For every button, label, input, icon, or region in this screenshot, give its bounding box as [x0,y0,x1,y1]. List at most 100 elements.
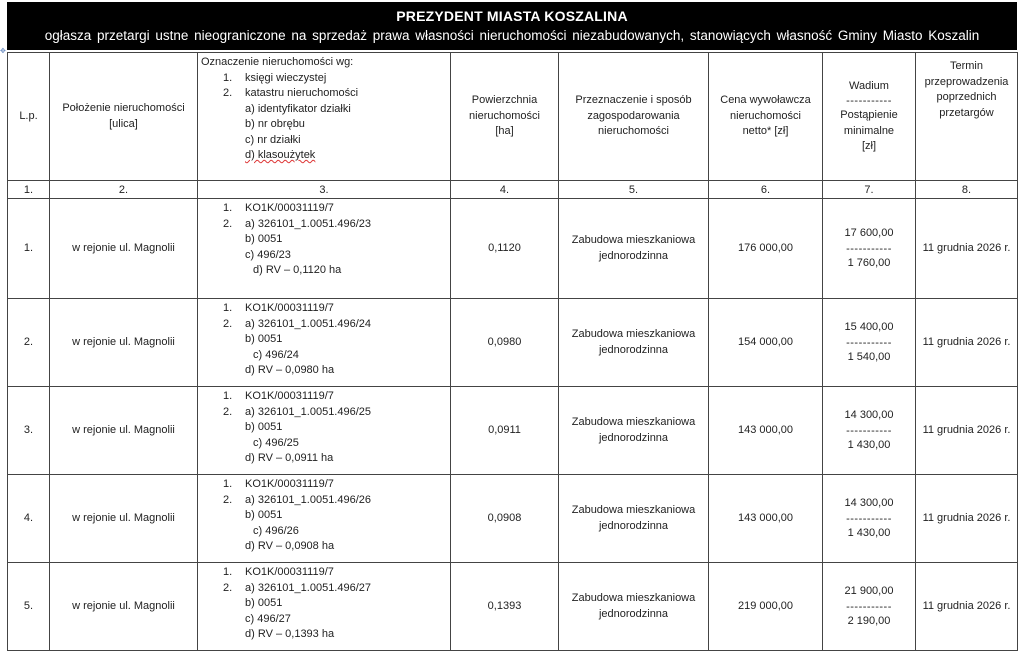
list-number: 1. [223,302,233,314]
column-number: 7. [822,180,916,199]
separator: ----------- [846,424,892,437]
header-text: Położenie nieruchomości [62,102,185,114]
cell-area: 0,1120 [450,198,559,299]
header-text: minimalne [843,124,895,137]
purpose-text: Zabudowa mieszkaniowa [571,234,696,246]
land-register-number: KO1K/00031119/7 [245,390,334,402]
table-move-handle-icon[interactable]: ✥ [0,48,6,55]
cell-term: 11 grudnia 2026 r. [915,198,1018,299]
column-number: 5. [558,180,709,199]
header-text: poprzednich [936,91,997,103]
parcel-id: a) 326101_1.0051.496/24 [245,317,372,330]
header-text: Wadium [849,79,889,92]
cell-purpose: Zabudowa mieszkaniowa jednorodzinna [558,386,709,475]
column-number: 1. [7,180,50,199]
purpose-text: Zabudowa mieszkaniowa [571,416,696,428]
announcement-banner: PREZYDENT MIASTA KOSZALINA ogłasza przet… [7,2,1017,50]
purpose-text: jednorodzinna [598,607,669,620]
header-text: nieruchomości [469,109,540,122]
cell-wadium: 14 300,00 ----------- 1 430,00 [822,386,916,475]
min-bid-value: 1 760,00 [847,256,891,269]
wadium-value: 17 600,00 [844,227,894,239]
parcel-number: c) 496/27 [245,612,291,625]
banner-title: PREZYDENT MIASTA KOSZALINA [396,8,628,24]
header-row: L.p. Położenie nieruchomości [ulica] Ozna… [7,52,1018,181]
precinct-number: b) 0051 [245,597,283,609]
cell-location: w rejonie ul. Magnolii [49,198,198,299]
header-text: katastru nieruchomości [245,87,359,99]
header-location: Położenie nieruchomości [ulica] [49,52,198,181]
cell-term: 11 grudnia 2026 r. [915,298,1018,387]
parcel-id: a) 326101_1.0051.496/23 [245,217,372,230]
list-number: 2. [223,493,233,506]
list-number: 2. [223,317,233,330]
cell-term: 11 grudnia 2026 r. [915,386,1018,475]
header-text: c) nr działki [245,133,301,146]
cell-area: 0,0911 [450,386,559,475]
cell-price: 219 000,00 [708,562,823,651]
land-register-number: KO1K/00031119/7 [245,302,334,314]
table-row: 3. w rejonie ul. Magnolii 1. KO1K/00031119/… [7,386,1018,475]
cell-location: w rejonie ul. Magnolii [49,562,198,651]
list-number: 1. [223,478,233,490]
header-text: zagospodarowania [587,109,680,122]
header-text: b) nr obrębu [245,118,305,130]
cell-designation: 1. KO1K/00031119/7 2. a) 326101_1.0051.496/… [197,298,451,387]
cell-purpose: Zabudowa mieszkaniowa jednorodzinna [558,198,709,299]
header-text: Termin [949,60,983,72]
cell-designation: 1. KO1K/00031119/7 2. a) 326101_1.0051.496/… [197,386,451,475]
cell-purpose: Zabudowa mieszkaniowa jednorodzinna [558,474,709,563]
wadium-value: 15 400,00 [844,321,894,333]
table-row: 1. w rejonie ul. Magnolii 1. KO1K/00031119/… [7,198,1018,299]
header-text: nieruchomości [730,109,801,122]
header-text: a) identyfikator działki [245,102,351,115]
cell-price: 143 000,00 [708,386,823,475]
cell-term: 11 grudnia 2026 r. [915,474,1018,563]
list-number: 1. [223,390,233,402]
separator: ----------- [846,512,892,525]
header-separator: ----------- [846,95,892,107]
cell-lp: 4. [7,474,50,563]
min-bid-value: 1 430,00 [847,526,891,539]
header-term: Termin przeprowadzenia poprzednich przetarg… [915,52,1018,181]
list-number: 1. [223,202,233,214]
auction-table: L.p. Położenie nieruchomości [ulica] Ozna… [7,52,1018,651]
cell-lp: 5. [7,562,50,651]
min-bid-value: 1 430,00 [847,438,891,451]
cell-designation: 1. KO1K/00031119/7 2. a) 326101_1.0051.496/… [197,474,451,563]
parcel-id: a) 326101_1.0051.496/25 [245,405,372,418]
land-use-class: d) RV – 0,0908 ha [245,540,335,552]
land-use-class: d) RV – 0,1393 ha [245,628,335,640]
wadium-value: 21 900,00 [844,585,894,597]
cell-location: w rejonie ul. Magnolii [49,298,198,387]
cell-area: 0,1393 [450,562,559,651]
cell-purpose: Zabudowa mieszkaniowa jednorodzinna [558,298,709,387]
purpose-text: jednorodzinna [598,431,669,444]
precinct-number: b) 0051 [245,421,283,433]
precinct-number: b) 0051 [245,233,283,245]
cell-lp: 1. [7,198,50,299]
purpose-text: Zabudowa mieszkaniowa [571,328,696,340]
min-bid-value: 1 540,00 [847,350,891,363]
header-text: księgi wieczystej [245,71,327,84]
header-text: Cena wywoławcza [720,94,811,107]
cell-lp: 2. [7,298,50,387]
cell-wadium: 15 400,00 ----------- 1 540,00 [822,298,916,387]
precinct-number: b) 0051 [245,509,283,521]
list-number: 2. [223,217,233,230]
header-text: Powierzchnia [471,94,538,107]
cell-purpose: Zabudowa mieszkaniowa jednorodzinna [558,562,709,651]
cell-area: 0,0980 [450,298,559,387]
cell-price: 154 000,00 [708,298,823,387]
header-text: Oznaczenie nieruchomości wg: [201,56,354,68]
separator: ----------- [846,600,892,613]
cell-wadium: 14 300,00 ----------- 1 430,00 [822,474,916,563]
cell-price: 176 000,00 [708,198,823,299]
column-number: 6. [708,180,823,199]
list-number: 2. [223,581,233,594]
parcel-id: a) 326101_1.0051.496/26 [245,493,372,506]
column-number: 2. [49,180,198,199]
parcel-number: c) 496/23 [245,248,291,261]
banner-subtitle: ogłasza przetargi ustne nieograniczone n… [44,28,980,43]
column-number: 4. [450,180,559,199]
